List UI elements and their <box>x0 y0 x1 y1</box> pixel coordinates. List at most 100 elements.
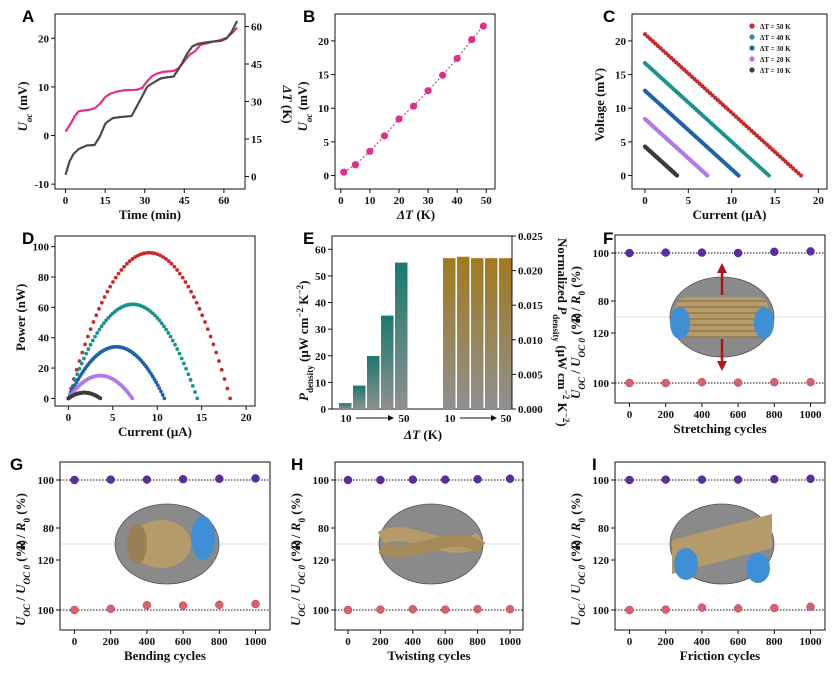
panel-d-point-red <box>116 271 121 276</box>
panel-a-xtick-label: 0 <box>63 195 69 207</box>
panel-f-xtick-label: 600 <box>730 409 747 421</box>
panel-d-point-teal <box>190 383 195 388</box>
panel-e-left-ytick-label: 50 <box>315 271 327 283</box>
panel-g-xtick-label: 0 <box>72 636 78 648</box>
panel-c-legend-label: ΔT = 10 K <box>760 67 791 75</box>
panel-d-point-teal <box>188 378 193 382</box>
panel-c-ytick-label: 5 <box>621 137 627 149</box>
panel-b-xtick-label: 20 <box>394 195 406 207</box>
panel-c-xtick-label: 10 <box>726 195 738 207</box>
panel-i-ylabel-top: R / R0 (%) <box>568 493 587 551</box>
panel-d-ytick-label: 80 <box>38 272 50 284</box>
panel-b-dashed-line <box>343 25 484 173</box>
panel-e-left-ytick-label: 40 <box>315 298 327 310</box>
panel-a-xlabel: Time (min) <box>119 207 181 222</box>
panel-d-point-red <box>80 350 85 355</box>
panel-d-point-red <box>113 275 118 280</box>
panel-b-xtick-label: 50 <box>481 195 493 207</box>
panel-d-point-teal <box>97 327 102 332</box>
panel-a-xtick-label: 45 <box>179 195 191 207</box>
panel-d-xtick-label: 5 <box>110 412 116 424</box>
panel-d-point-red <box>127 259 132 264</box>
panel-d-point-red <box>222 377 227 381</box>
panel-d-point-purple <box>130 396 135 401</box>
panel-a-right-ytick-label: 0 <box>251 172 257 184</box>
panel-d-point-red <box>125 261 129 266</box>
panel-d-point-blue <box>150 374 155 379</box>
panel-a-series-line <box>64 20 239 176</box>
panel-b-ylabel: Uoc (mV) <box>295 81 314 131</box>
panel-d-point-red <box>77 359 82 363</box>
panel-g-xtick-label: 200 <box>102 636 119 648</box>
panel-letter-e: E <box>303 229 314 248</box>
panel-f-point-uoc <box>625 378 634 388</box>
panel-d-point-teal <box>168 334 173 339</box>
panel-g-point-r-r0 <box>178 475 188 484</box>
panel-d-point-teal <box>79 361 84 366</box>
panel-d-point-teal <box>104 318 109 323</box>
panel-h-point-r-r0 <box>473 475 482 484</box>
panel-a-ylabel-right: ΔT (K) <box>280 85 295 124</box>
panel-i-xtick-label: 400 <box>694 636 711 648</box>
panel-d-point-red <box>158 253 163 258</box>
panel-d-point-red <box>211 342 216 347</box>
panel-f-xtick-label: 1000 <box>800 409 823 421</box>
panel-a-left-ytick-label: 10 <box>38 82 50 94</box>
panel-c-frame <box>631 13 828 190</box>
panel-c-point-purple <box>705 173 710 178</box>
panel-d-point-red <box>119 268 124 272</box>
panel-d-point-blue <box>159 389 163 394</box>
panel-i-xtick-label: 200 <box>657 636 674 648</box>
panel-i-point-uoc <box>733 604 743 613</box>
panel-d-point-teal <box>164 327 169 332</box>
panel-b-point <box>366 147 374 155</box>
panel-i-point-r-r0 <box>733 475 743 484</box>
panel-b-point <box>380 132 389 140</box>
panel-d-xtick-label: 15 <box>196 412 208 424</box>
panel-c-ytick-label: 15 <box>615 70 627 82</box>
panel-d-point-teal <box>155 315 160 320</box>
panel-d-point-red <box>161 255 166 259</box>
panel-h-frame <box>334 461 524 631</box>
panel-b-xtick-label: 30 <box>423 195 435 207</box>
panel-c-xtick-label: 5 <box>686 195 692 207</box>
panel-i-point-uoc <box>770 603 779 613</box>
panel-h-xtick-label: 400 <box>405 636 422 648</box>
panel-f-point-r-r0 <box>806 247 815 256</box>
panel-d-point-red <box>111 280 115 284</box>
panel-e-right-ytick-label: 0.025 <box>518 231 543 243</box>
panel-e-frame <box>331 235 513 410</box>
panel-h-xtick-label: 1000 <box>499 636 522 648</box>
panel-f-point-r-r0 <box>661 248 670 257</box>
panel-e-left-ytick-label: 30 <box>315 324 327 336</box>
panel-g-point-uoc <box>178 601 188 610</box>
panel-g-xtick-label: 400 <box>139 636 156 648</box>
panel-d-point-red <box>178 271 182 276</box>
panel-g-point-uoc <box>106 604 115 613</box>
panel-e-left-ytick-label: 60 <box>315 244 327 256</box>
panel-g-ytick-label: 100 <box>38 605 55 617</box>
panel-h-point-r-r0 <box>408 475 417 484</box>
panel-g-xtick-label: 600 <box>175 636 192 648</box>
panel-d-point-red <box>147 250 152 255</box>
panel-h-point-uoc <box>505 605 515 614</box>
panel-h-point-r-r0 <box>343 475 353 485</box>
panel-d-point-red <box>122 264 127 269</box>
panel-g-point-uoc <box>142 601 152 610</box>
panel-d-point-red <box>88 327 93 332</box>
panel-a-xtick-label: 30 <box>139 195 151 207</box>
panel-e-left-ytick-label: 10 <box>315 377 327 389</box>
panel-d-point-red <box>105 289 110 294</box>
panel-e-range-label: 50 <box>399 413 411 425</box>
panel-d-point-red <box>194 300 199 305</box>
panel-d-point-teal <box>95 331 100 335</box>
panel-i-point-r-r0 <box>661 475 670 484</box>
panel-d-point-red <box>97 306 101 311</box>
panel-f-point-uoc <box>770 378 779 387</box>
panel-i-frame <box>614 461 826 631</box>
panel-f-xtick-label: 400 <box>694 409 711 421</box>
panel-i-glove <box>674 548 698 580</box>
panel-d-point-red <box>203 320 207 324</box>
panel-e-right-ytick-label: 0.015 <box>518 300 543 312</box>
